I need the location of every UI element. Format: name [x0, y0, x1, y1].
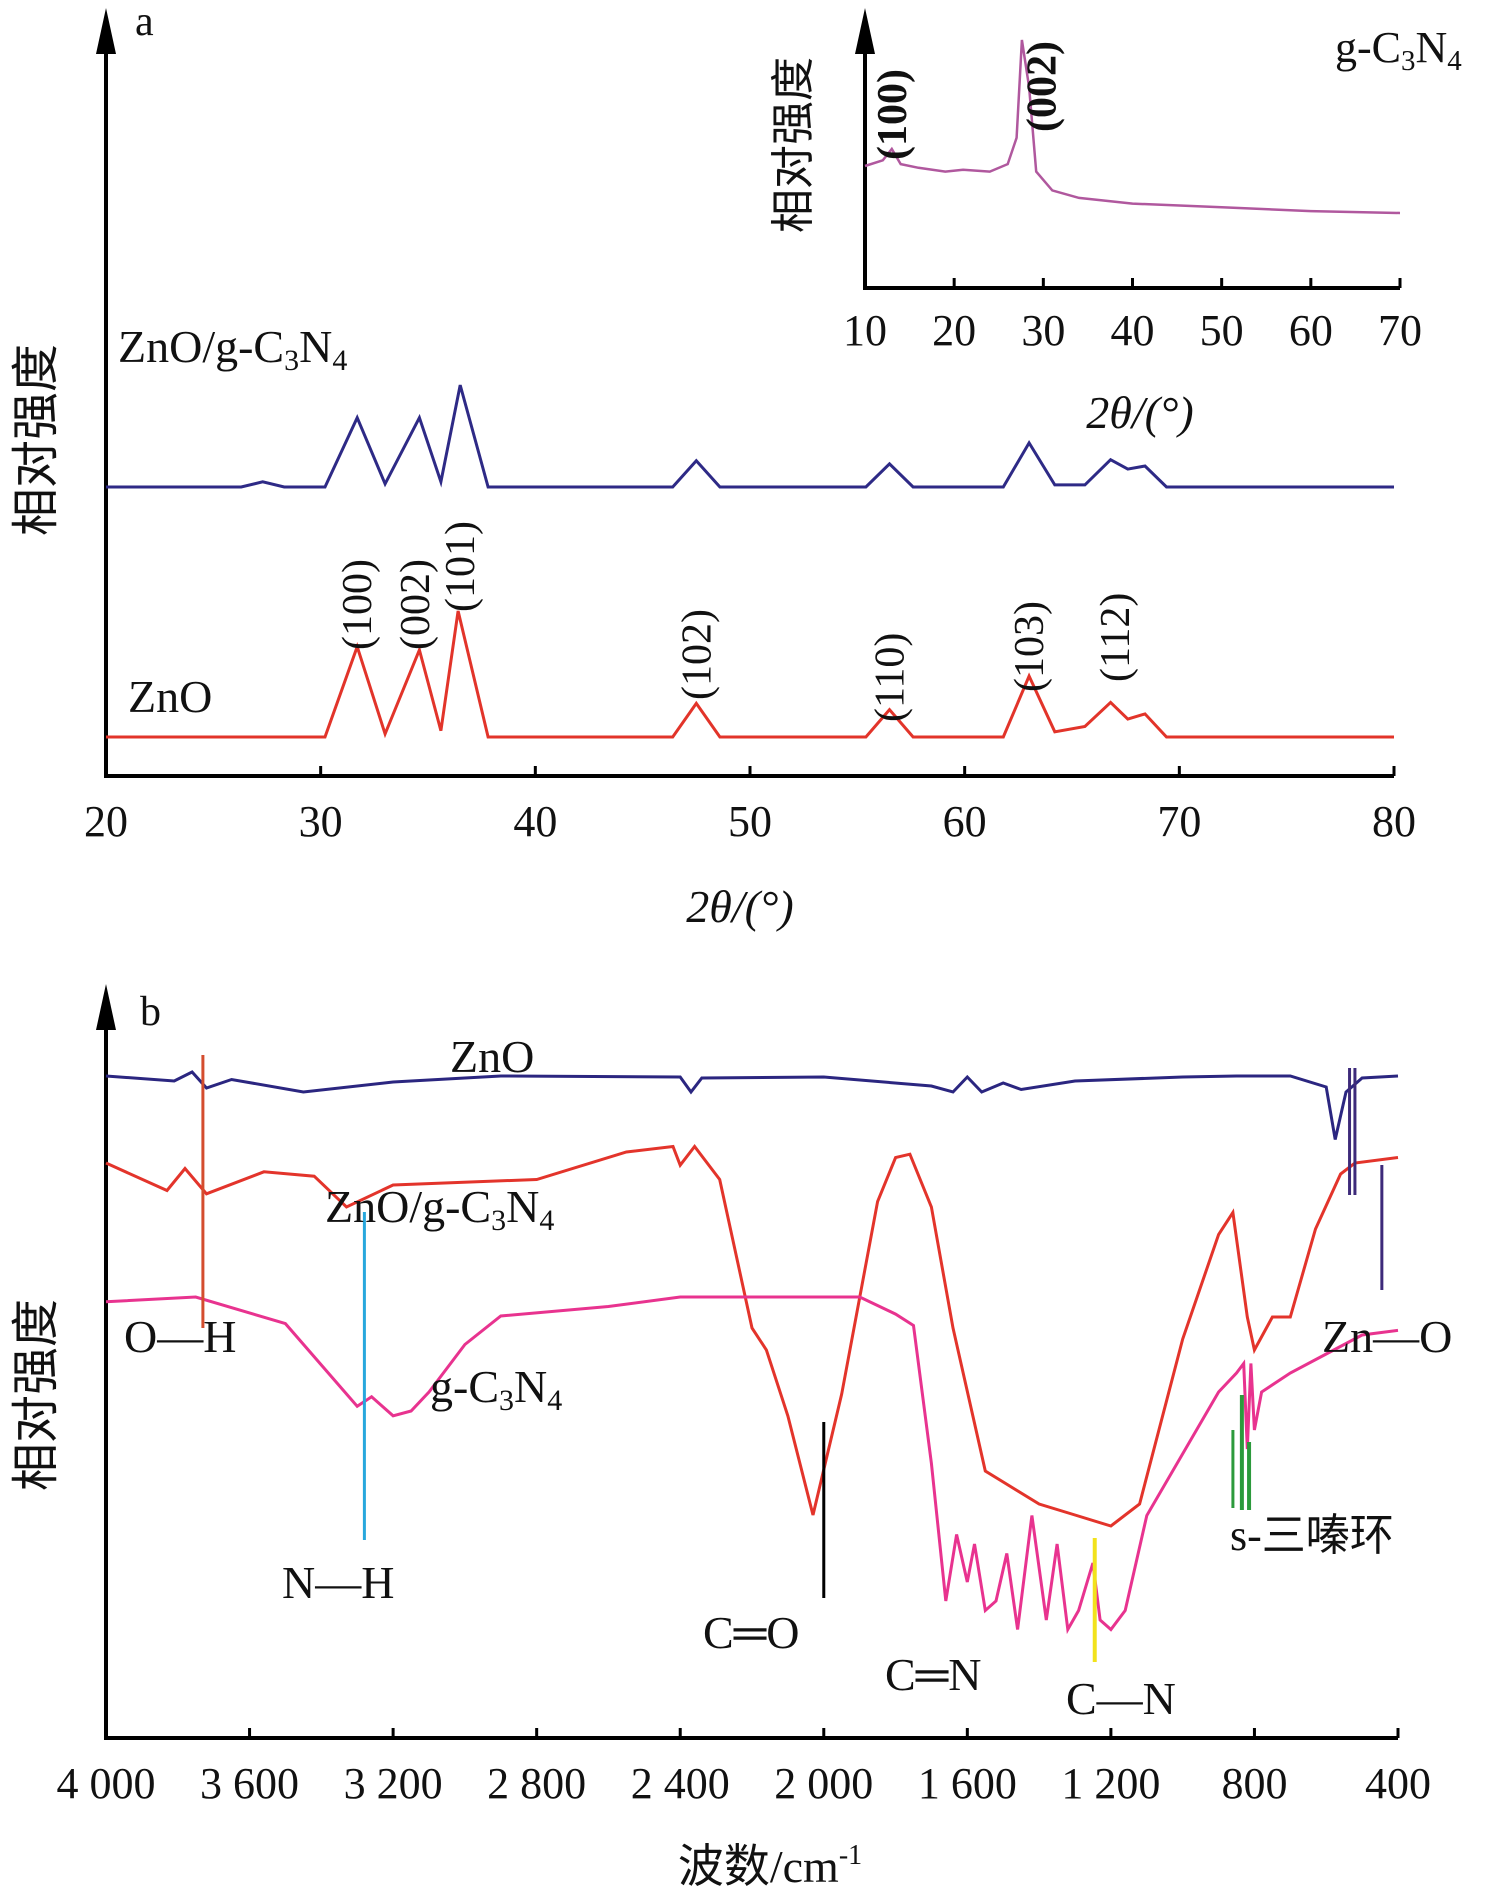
panel-b: b 相对强度 4 000 3 600 3 200 2 800 2 400 2 000 1 6…	[10, 984, 1452, 1890]
panel-b-x-tick-label: 2 400	[631, 1759, 730, 1808]
panel-a: a 相对强度 20 30 40 50 60 70 80 2θ/(°) ZnO/g-C3N4 …	[10, 0, 1462, 932]
panel-b-gcn-line	[105, 1295, 1399, 1635]
panel-a-ylabel: 相对强度	[10, 344, 63, 536]
panel-a-inset: 相对强度 10 20 30 40 50 60 70 2θ/(°) g-C3N4 (100)(…	[769, 8, 1462, 438]
annotation-cn-double: C═N	[885, 1649, 982, 1700]
panel-a-letter: a	[135, 0, 154, 45]
panel-a-label-zno: ZnO	[128, 671, 212, 722]
panel-a-xlabel: 2θ/(°)	[686, 881, 793, 932]
panel-a-y-arrow	[96, 8, 116, 54]
panel-a-label-zno-gcn: ZnO/g-C3N4	[118, 321, 347, 377]
panel-a-peak-label: (112)	[1093, 593, 1139, 682]
panel-a-x-tick-label: 20	[84, 797, 128, 846]
inset-x-tick-label: 70	[1378, 306, 1422, 355]
inset-peak-label: (100)	[870, 69, 916, 160]
annotation-triazine: s-三嗪环	[1230, 1511, 1394, 1560]
panel-a-x-tick-label: 30	[299, 797, 343, 846]
panel-a-peak-label: (102)	[674, 609, 720, 700]
panel-a-peak-label: (110)	[868, 633, 914, 722]
panel-b-y-arrow	[96, 984, 116, 1030]
panel-a-peak-label: (002)	[393, 559, 439, 650]
inset-x-tick-label: 50	[1200, 306, 1244, 355]
panel-a-x-tick-label: 50	[728, 797, 772, 846]
annotation-co: C═O	[703, 1607, 800, 1658]
panel-a-x-tick-label: 40	[513, 797, 557, 846]
panel-b-x-tick-label: 4 000	[57, 1759, 156, 1808]
annotation-oh: O—H	[124, 1311, 236, 1362]
inset-axes	[863, 24, 1400, 290]
panel-a-peak-label: (103)	[1007, 601, 1053, 692]
panel-a-zno-gcn-line	[106, 384, 1394, 489]
panel-b-x-tick-label: 2 800	[487, 1759, 586, 1808]
panel-b-x-ticks: 4 000 3 600 3 200 2 800 2 400 2 000 1 600 1 200…	[57, 1728, 1431, 1808]
panel-a-peak-label: (100)	[335, 559, 381, 650]
inset-x-ticks: 10 20 30 40 50 60 70	[843, 278, 1422, 355]
panel-b-x-tick-label: 2 000	[774, 1759, 873, 1808]
panel-a-x-tick-label: 80	[1372, 797, 1416, 846]
annotation-zno: Zn—O	[1322, 1311, 1452, 1362]
inset-x-tick-label: 60	[1289, 306, 1333, 355]
panel-a-zno-line	[106, 610, 1394, 739]
panel-a-x-tick-label: 60	[943, 797, 987, 846]
panel-b-x-tick-label: 1 600	[918, 1759, 1017, 1808]
panel-b-x-tick-label: 3 200	[344, 1759, 443, 1808]
panel-b-x-tick-label: 400	[1365, 1759, 1431, 1808]
inset-x-tick-label: 30	[1021, 306, 1065, 355]
panel-b-zno-line	[105, 1070, 1399, 1140]
panel-b-letter: b	[140, 989, 161, 1035]
inset-ylabel: 相对强度	[769, 57, 818, 233]
panel-b-band-markers	[201, 1055, 1384, 1662]
panel-a-peak-label: (101)	[438, 521, 484, 612]
panel-a-x-tick-label: 70	[1157, 797, 1201, 846]
annotation-nh: N—H	[282, 1557, 394, 1608]
inset-title: g-C3N4	[1335, 23, 1462, 77]
inset-x-tick-label: 40	[1111, 306, 1155, 355]
annotation-cn-single: C—N	[1066, 1673, 1176, 1724]
panel-b-xlabel: 波数/cm-1	[678, 1840, 862, 1890]
inset-gcn-line	[864, 39, 1401, 215]
panel-b-x-tick-label: 800	[1221, 1759, 1287, 1808]
panel-a-axes	[104, 24, 1394, 778]
panel-b-label-zno-gcn: ZnO/g-C3N4	[325, 1181, 554, 1237]
panel-b-label-gcn: g-C3N4	[430, 1361, 562, 1417]
panel-b-x-tick-label: 1 200	[1061, 1759, 1160, 1808]
panel-b-x-tick-label: 3 600	[200, 1759, 299, 1808]
inset-x-tick-label: 20	[932, 306, 976, 355]
panel-a-peak-labels: (100) (002) (101) (102) (110) (103) (112)	[335, 521, 1139, 722]
inset-x-tick-label: 10	[843, 306, 887, 355]
panel-b-ylabel: 相对强度	[10, 1299, 63, 1491]
panel-b-zno-gcn-line	[105, 1144, 1399, 1528]
inset-peak-label: (002)	[1020, 41, 1066, 132]
inset-y-arrow	[855, 8, 875, 54]
inset-xlabel: 2θ/(°)	[1086, 387, 1193, 438]
inset-peak-labels: (100) (002)	[870, 41, 1066, 160]
panel-a-x-ticks: 20 30 40 50 60 70 80	[84, 766, 1416, 846]
panel-b-label-zno: ZnO	[450, 1031, 534, 1082]
